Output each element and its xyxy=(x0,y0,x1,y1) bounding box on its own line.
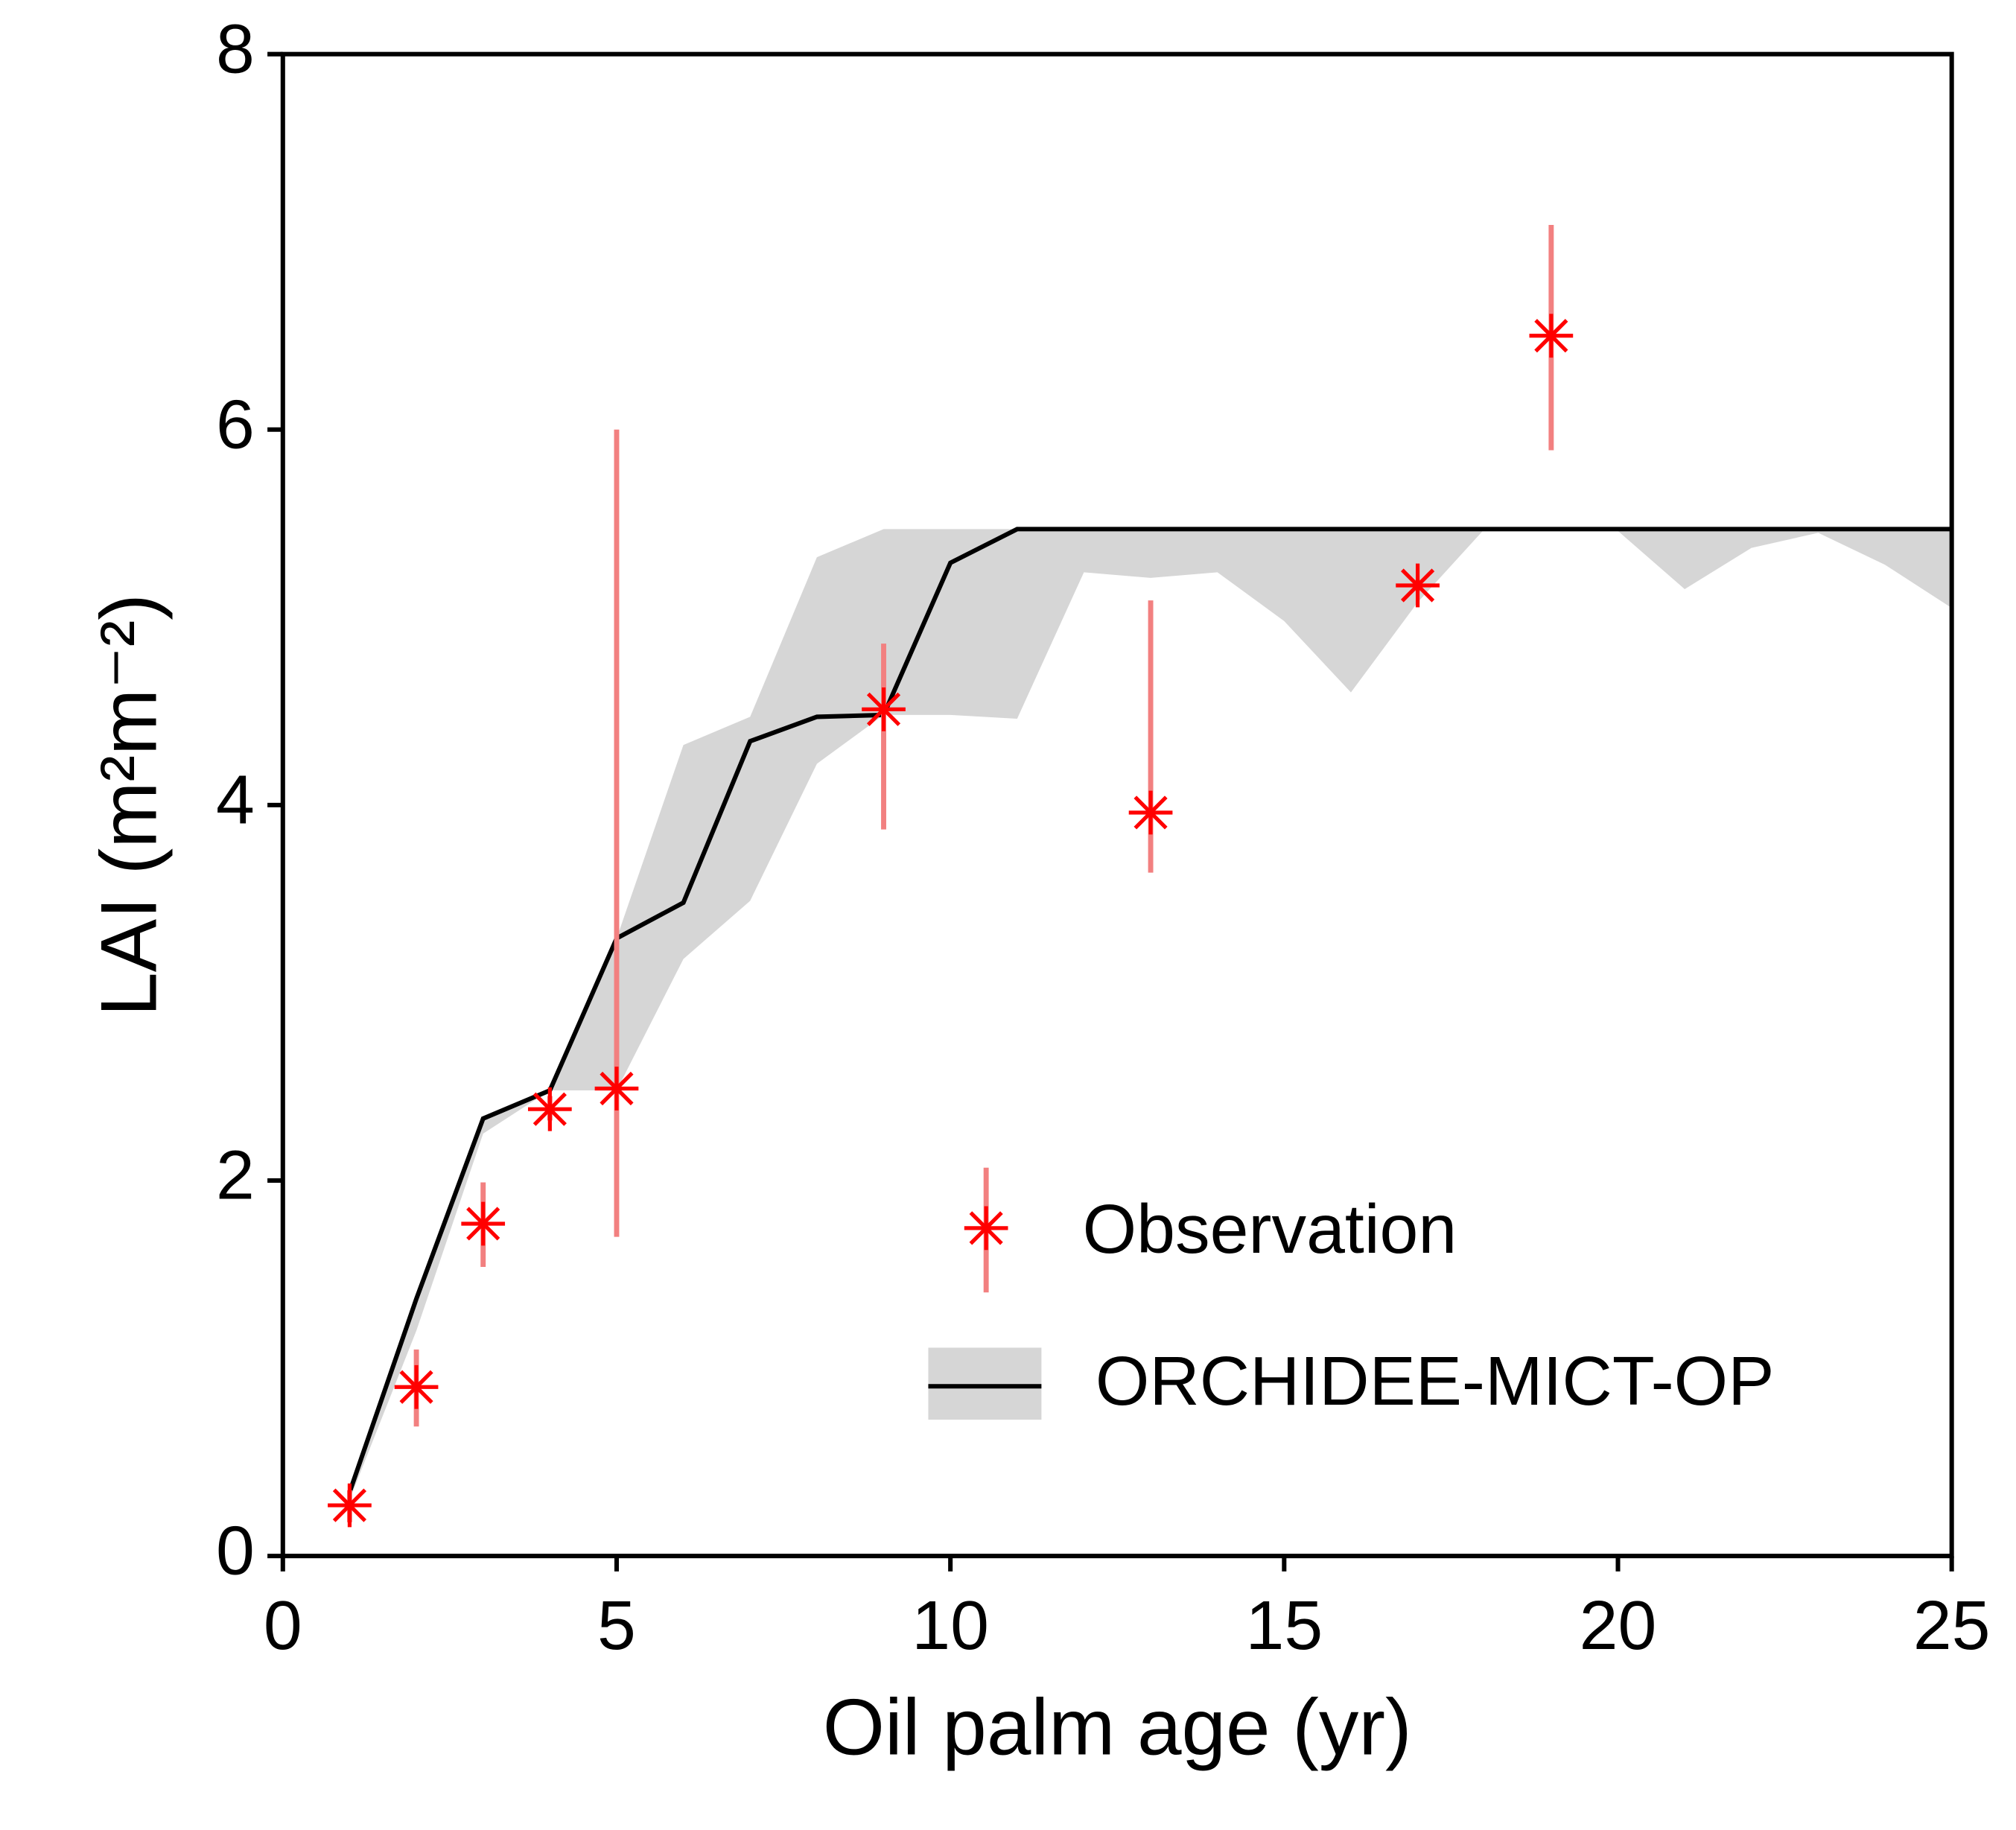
legend-label: Observation xyxy=(1083,1190,1457,1268)
star-arm xyxy=(866,692,901,726)
y-tick-label: 6 xyxy=(216,385,255,463)
star-arm xyxy=(1133,795,1168,830)
legend-label: ORCHIDEE-MICT-OP xyxy=(1096,1342,1774,1420)
x-tick-label: 0 xyxy=(264,1586,302,1664)
star-marker xyxy=(328,1483,372,1528)
y-tick-label: 0 xyxy=(216,1512,255,1589)
legend-band xyxy=(928,1347,1042,1420)
star-marker xyxy=(1128,790,1173,835)
star-arm xyxy=(1534,319,1568,353)
x-axis-title: Oil palm age (yr) xyxy=(823,1683,1412,1772)
legend xyxy=(928,1167,1042,1420)
star-marker xyxy=(394,1364,439,1409)
star-arm xyxy=(969,1211,1003,1245)
x-tick-label: 15 xyxy=(1245,1586,1323,1664)
y-tick-label: 2 xyxy=(216,1137,255,1214)
star-arm xyxy=(1401,568,1435,603)
star-marker xyxy=(1396,563,1440,608)
star-arm xyxy=(332,1488,367,1522)
y-tick-label: 4 xyxy=(216,761,255,839)
x-tick-label: 10 xyxy=(912,1586,989,1664)
star-marker xyxy=(594,1067,639,1111)
star-arm xyxy=(600,1071,634,1106)
star-marker xyxy=(527,1087,572,1131)
y-tick-label: 8 xyxy=(216,10,255,87)
plot-area: 0 5 10 15 20 25 0 2 4 6 8 Observation ORCHIDEE-MICT-… xyxy=(216,10,1991,1664)
star-marker xyxy=(1529,314,1574,358)
star-arm xyxy=(532,1092,567,1126)
model-range-band xyxy=(349,529,1952,1500)
star-arm xyxy=(466,1207,500,1241)
star-marker xyxy=(461,1201,506,1246)
plot-frame xyxy=(280,51,1954,1559)
star-arm xyxy=(399,1370,433,1404)
star-marker xyxy=(862,687,906,731)
y-axis-title: LAI (m²m⁻²) xyxy=(84,594,174,1017)
x-tick-label: 5 xyxy=(597,1586,636,1664)
x-tick-label: 20 xyxy=(1580,1586,1657,1664)
legend-marker xyxy=(964,1206,1008,1251)
x-tick-label: 25 xyxy=(1913,1586,1991,1664)
